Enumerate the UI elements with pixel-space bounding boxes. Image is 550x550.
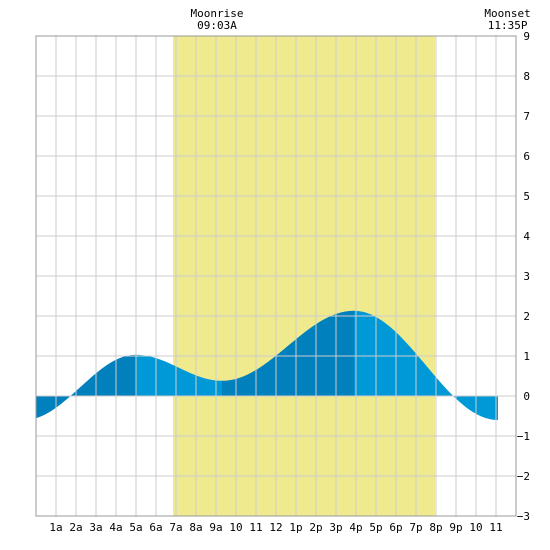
x-tick-label: 3p (329, 521, 342, 534)
y-tick-label: 4 (523, 230, 530, 243)
x-tick-label: 8a (189, 521, 202, 534)
y-tick-labels: −3 −2 −1 0 1 2 3 4 5 6 7 8 9 (517, 30, 531, 523)
x-tick-label: 8p (429, 521, 442, 534)
y-tick-label: −2 (517, 470, 530, 483)
x-tick-labels: 1a 2a 3a 4a 5a 6a 7a 8a 9a 10 11 12 1p 2p 3p 4p 5p 6p 7p 8p… (49, 521, 502, 534)
x-tick-label: 4p (349, 521, 362, 534)
x-tick-label: 2p (309, 521, 322, 534)
tide-segment-0 (36, 354, 136, 419)
x-tick-label: 11 (249, 521, 262, 534)
moon-event-time: 09:03A (197, 19, 237, 32)
moon-event-time: 11:35P (488, 19, 528, 32)
x-tick-label: 4a (109, 521, 122, 534)
y-tick-label: 5 (523, 190, 530, 203)
x-tick-label: 9a (209, 521, 222, 534)
y-tick-label: −1 (517, 430, 530, 443)
x-tick-label: 10 (469, 521, 482, 534)
x-tick-label: 6a (149, 521, 162, 534)
y-tick-label: 2 (523, 310, 530, 323)
y-tick-label: 6 (523, 150, 530, 163)
x-tick-label: 1p (289, 521, 302, 534)
x-tick-label: 12 (269, 521, 282, 534)
x-tick-label: 2a (69, 521, 82, 534)
y-tick-label: 9 (523, 30, 530, 43)
x-tick-label: 11 (489, 521, 502, 534)
tide-segment-1 (136, 354, 222, 396)
x-tick-label: 7p (409, 521, 422, 534)
x-tick-label: 5p (369, 521, 382, 534)
x-tick-label: 5a (129, 521, 142, 534)
x-tick-label: 1a (49, 521, 62, 534)
y-tick-label: −3 (517, 510, 530, 523)
moon-event-name: Moonset (484, 7, 530, 20)
tide-area (36, 310, 498, 420)
moon-event-name: Moonrise (191, 7, 244, 20)
x-tick-label: 6p (389, 521, 402, 534)
x-tick-label: 3a (89, 521, 102, 534)
grid-lines (36, 36, 516, 516)
y-tick-label: 7 (523, 110, 530, 123)
y-tick-label: 1 (523, 350, 530, 363)
tide-segment-3 (354, 310, 498, 420)
tide-segment-2 (222, 310, 354, 396)
x-tick-label: 7a (169, 521, 182, 534)
y-tick-label: 0 (523, 390, 530, 403)
y-tick-label: 8 (523, 70, 530, 83)
x-tick-label: 10 (229, 521, 242, 534)
y-tick-label: 3 (523, 270, 530, 283)
x-tick-label: 9p (449, 521, 462, 534)
plot-border (35, 35, 517, 517)
